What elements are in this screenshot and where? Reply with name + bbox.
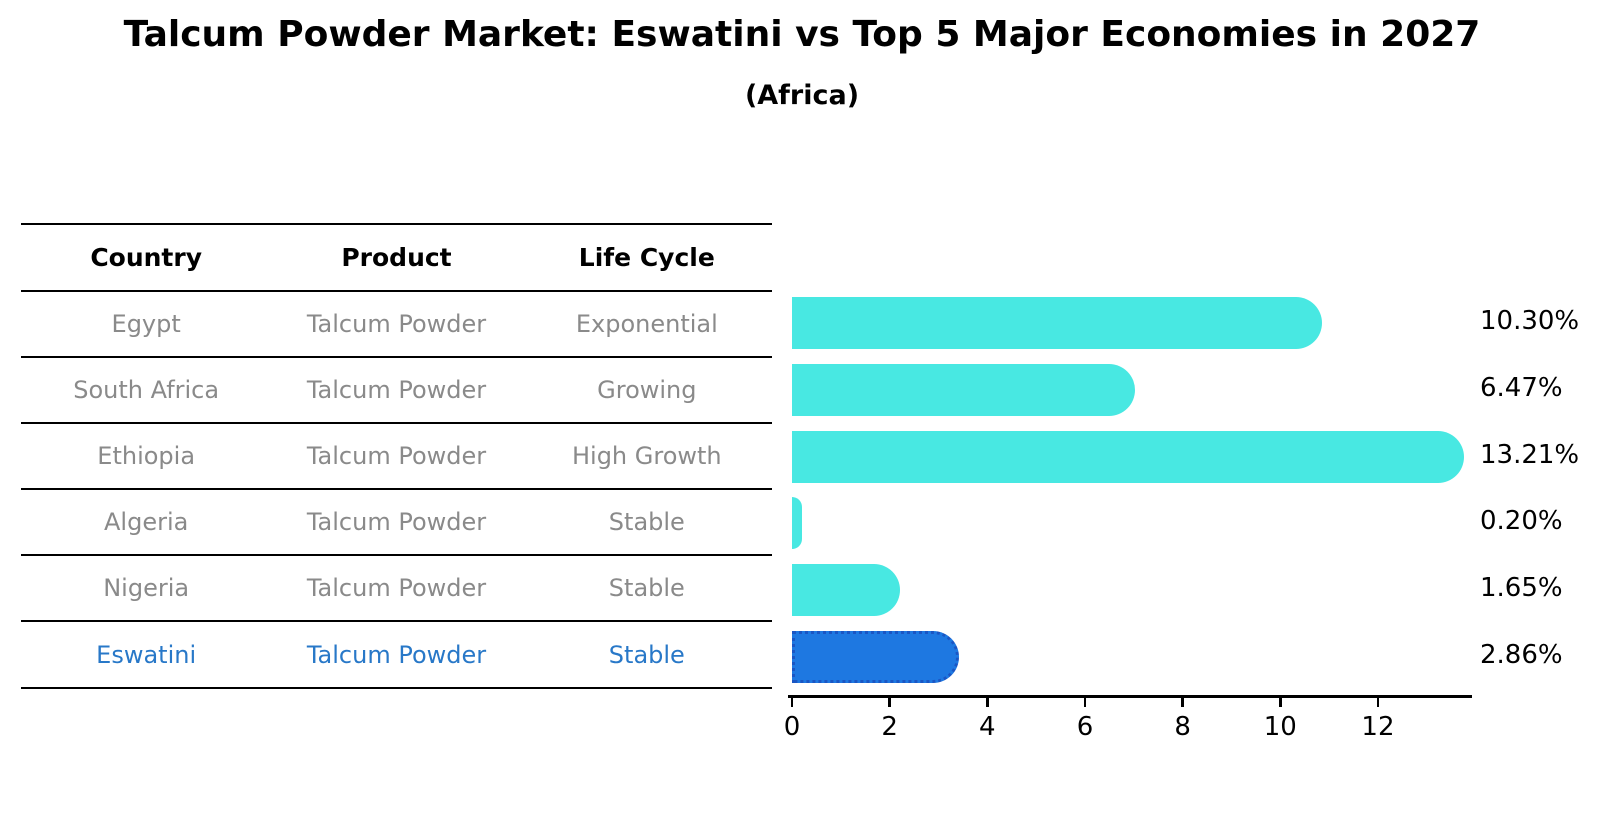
bar-egypt (792, 297, 1322, 350)
x-tick-mark-6 (1083, 697, 1087, 707)
x-tick-mark-10 (1279, 697, 1282, 707)
cell-life-cycle: Stable (608, 574, 685, 603)
chart-title: Talcum Powder Market: Eswatini vs Top 5 … (123, 14, 1481, 55)
table-row: Egypt Talcum Powder Exponential (21, 292, 772, 358)
table-row: South Africa Talcum Powder Growing (21, 358, 772, 424)
bar-eswatini (792, 630, 959, 683)
bar-value-label-south-africa: 6.47% (1480, 373, 1563, 403)
table-row: Nigeria Talcum Powder Stable (21, 556, 772, 623)
x-tick-mark-8 (1181, 697, 1184, 707)
bar-nigeria (792, 564, 900, 616)
cell-life-cycle: High Growth (571, 441, 722, 470)
x-tick-label-6: 6 (1076, 712, 1094, 742)
bar-value-label-nigeria: 1.65% (1480, 573, 1563, 603)
column-header-life-cycle: Life Cycle (578, 242, 715, 272)
column-header-country: Country (90, 242, 203, 272)
x-tick-label-0: 0 (783, 712, 801, 742)
x-tick-mark-4 (986, 697, 989, 707)
cell-country: Egypt (111, 309, 181, 338)
economies-table: Country Product Life Cycle Egypt Talcum … (21, 223, 772, 689)
x-tick-mark-2 (888, 697, 891, 707)
x-tick-label-12: 12 (1361, 712, 1395, 742)
table-row: Ethiopia Talcum Powder High Growth (21, 424, 772, 491)
cell-country: Eswatini (96, 640, 197, 669)
cell-life-cycle: Growing (597, 375, 697, 404)
cell-product: Talcum Powder (306, 309, 487, 338)
x-axis (788, 695, 1472, 698)
x-tick-label-2: 2 (881, 712, 898, 742)
bar-value-label-ethiopia: 13.21% (1480, 439, 1580, 470)
x-tick-label-4: 4 (979, 712, 996, 742)
cell-country: Nigeria (103, 574, 190, 603)
bar-value-label-algeria: 0.20% (1480, 506, 1563, 537)
cell-product: Talcum Powder (306, 640, 487, 669)
bar-value-label-egypt: 10.30% (1480, 306, 1580, 337)
cell-product: Talcum Powder (306, 441, 487, 470)
bar-south-africa (792, 364, 1135, 416)
table-row-highlight-eswatini: Eswatini Talcum Powder Stable (21, 622, 772, 689)
cell-product: Talcum Powder (306, 574, 487, 603)
cell-country: Algeria (104, 508, 189, 537)
cell-country: South Africa (73, 375, 220, 404)
cell-life-cycle: Stable (608, 640, 685, 669)
cell-life-cycle: Stable (608, 508, 685, 537)
x-tick-label-10: 10 (1263, 712, 1297, 742)
column-header-product: Product (341, 242, 452, 272)
x-tick-label-8: 8 (1174, 712, 1191, 742)
table-row: Algeria Talcum Powder Stable (21, 490, 772, 557)
cell-product: Talcum Powder (306, 375, 487, 404)
x-tick-mark-12 (1376, 697, 1380, 707)
cell-country: Ethiopia (97, 441, 196, 470)
cell-product: Talcum Powder (306, 508, 487, 537)
x-tick-mark-0 (790, 697, 794, 707)
bar-algeria (792, 497, 802, 550)
cell-life-cycle: Exponential (575, 309, 718, 338)
table-header-row: Country Product Life Cycle (21, 225, 772, 292)
bar-value-label-eswatini: 2.86% (1480, 639, 1563, 670)
chart-subtitle: (Africa) (744, 80, 860, 111)
bar-ethiopia (792, 430, 1465, 483)
